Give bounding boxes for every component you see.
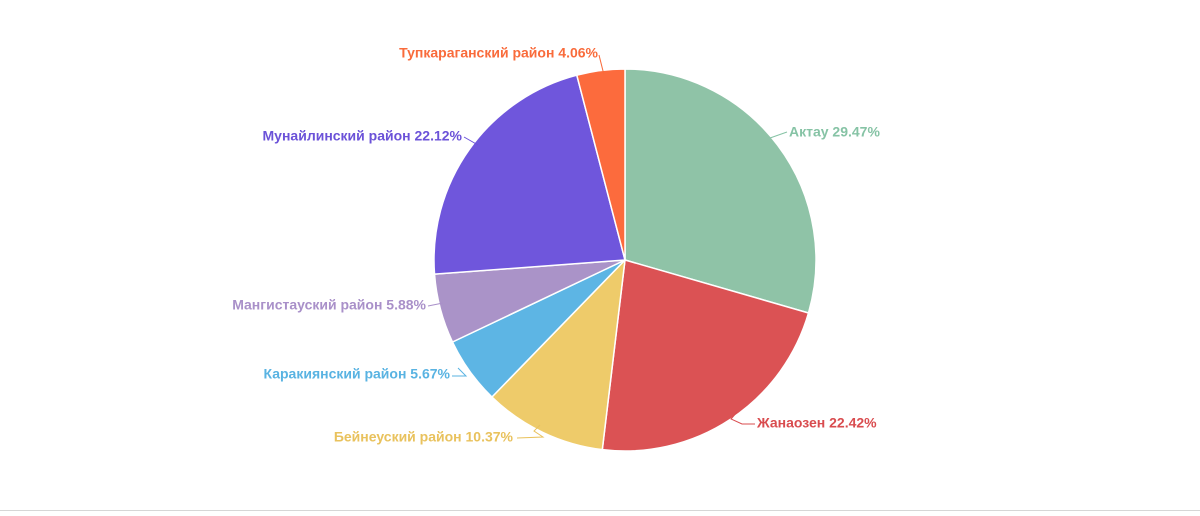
leader-line-6	[463, 136, 479, 146]
bottom-divider	[0, 510, 1200, 511]
slice-label-4: Каракиянский район 5.67%	[263, 366, 450, 382]
pie-slice-6[interactable]	[433, 74, 626, 275]
pie-slice-3[interactable]	[491, 259, 626, 451]
leader-line-1	[769, 131, 788, 139]
leader-line-4	[452, 367, 468, 377]
leader-line-3	[516, 424, 545, 439]
slice-label-7: Тупкараганский район 4.06%	[399, 45, 598, 61]
pie-slice-7[interactable]	[576, 68, 626, 261]
slice-label-2: Жанаозен 22.42%	[756, 415, 877, 431]
slice-label-6: Мунайлинский район 22.12%	[263, 128, 463, 144]
leader-line-2	[730, 411, 755, 425]
leader-line-7	[598, 54, 605, 76]
leader-line-5	[427, 302, 444, 307]
slice-label-3: Бейнеуский район 10.37%	[334, 429, 514, 445]
pie-slice-1[interactable]	[624, 68, 817, 314]
slice-label-1: Актау 29.47%	[789, 124, 880, 140]
slice-label-5: Мангистауский район 5.88%	[232, 297, 426, 313]
